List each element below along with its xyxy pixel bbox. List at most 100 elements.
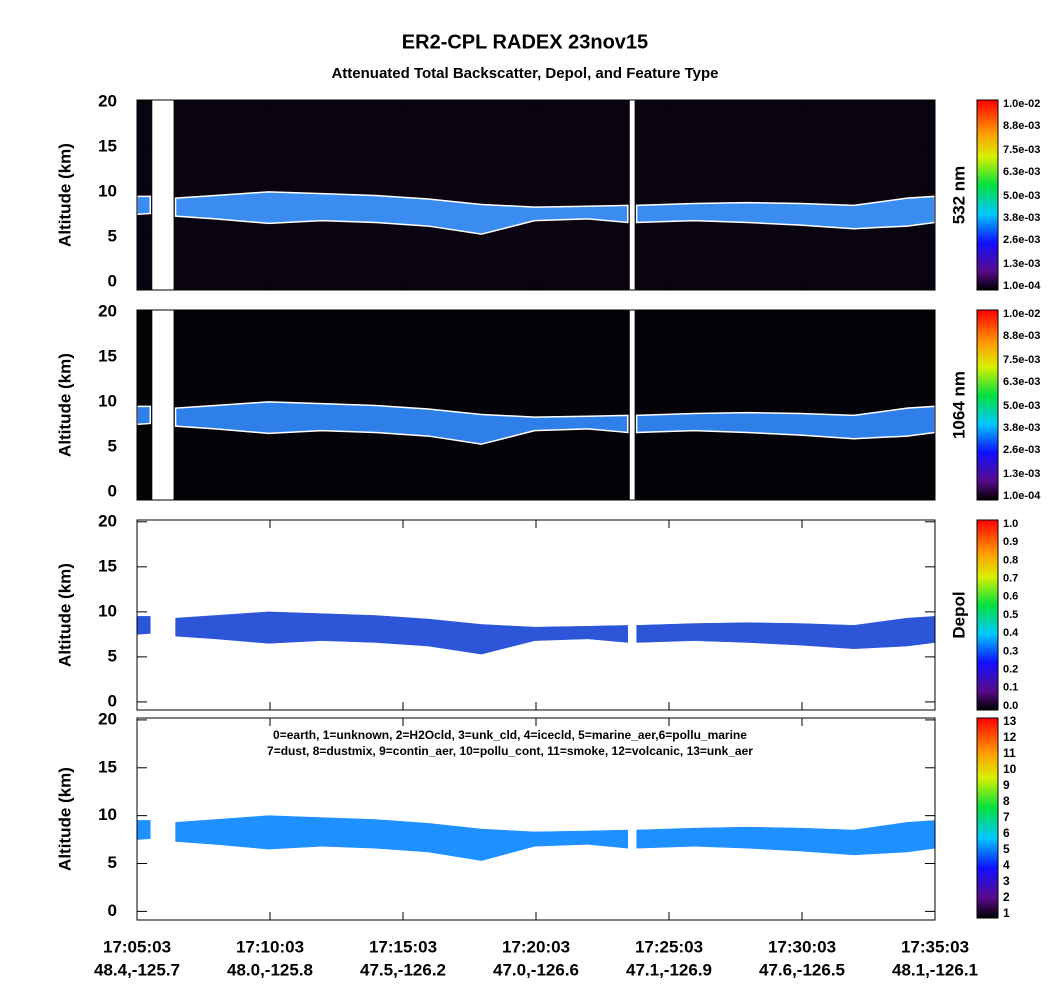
colorbar-tick-label: 11	[1003, 746, 1016, 760]
x-tick-label: 17:25:03	[635, 937, 703, 956]
y-tick-label: 0	[108, 481, 117, 500]
x-tick-label: 17:35:03	[901, 937, 969, 956]
y-axis-label: Altitude (km)	[55, 767, 74, 871]
y-tick-label: 0	[108, 901, 117, 920]
colorbar-tick-label: 2.6e-03	[1003, 234, 1040, 246]
cloud-layer	[175, 815, 629, 861]
y-tick-label: 20	[98, 709, 117, 728]
colorbar-tick-label: 0.6	[1003, 591, 1018, 603]
y-tick-label: 20	[98, 91, 117, 110]
colorbar-tick-label: 1.0e-02	[1003, 98, 1040, 110]
data-gap	[152, 310, 174, 500]
colorbar-tick-label: 5.0e-03	[1003, 400, 1040, 412]
side-label: 1064 nm	[949, 371, 968, 439]
y-tick-label: 5	[108, 226, 117, 245]
x-tick-location: 47.0,-126.6	[493, 960, 579, 979]
annotation: 0=earth, 1=unknown, 2=H2Ocld, 3=unk_cld,…	[273, 728, 747, 742]
data-gap	[152, 100, 174, 290]
chart-title: ER2-CPL RADEX 23nov15	[402, 31, 648, 53]
colorbar-tick-label: 5	[1003, 842, 1010, 856]
x-tick-location: 48.4,-125.7	[94, 960, 180, 979]
colorbar-tick-label: 13	[1003, 714, 1017, 728]
y-tick-label: 5	[108, 646, 117, 665]
colorbar	[976, 309, 999, 501]
colorbar-tick-label: 2.6e-03	[1003, 444, 1040, 456]
cloud-layer	[175, 611, 629, 655]
cloud-layer	[136, 616, 151, 635]
colorbar-tick-label: 0.1	[1003, 682, 1018, 694]
y-tick-label: 20	[98, 301, 117, 320]
colorbar-tick-label: 0.7	[1003, 573, 1018, 585]
y-tick-label: 15	[98, 136, 117, 155]
cloud-layer	[136, 405, 152, 426]
colorbar	[976, 519, 999, 711]
y-tick-label: 15	[98, 346, 117, 365]
colorbar-tick-label: 3	[1003, 874, 1010, 888]
colorbar-tick-label: 1.3e-03	[1003, 468, 1040, 480]
colorbar-tick-label: 1.0	[1003, 518, 1018, 530]
colorbar	[976, 717, 999, 919]
colorbar-tick-label: 3.8e-03	[1003, 212, 1040, 224]
data-gap	[629, 100, 635, 290]
colorbar-tick-label: 9	[1003, 778, 1010, 792]
colorbar-tick-label: 0.0	[1003, 700, 1018, 712]
colorbar-tick-label: 7.5e-03	[1003, 354, 1040, 366]
y-tick-label: 10	[98, 391, 117, 410]
data-gap	[629, 310, 635, 500]
y-tick-label: 0	[108, 271, 117, 290]
chart-subtitle: Attenuated Total Backscatter, Depol, and…	[331, 65, 718, 82]
side-label: 532 nm	[949, 166, 968, 225]
colorbar-tick-label: 0.4	[1003, 627, 1019, 639]
colorbar-tick-label: 1.0e-04	[1003, 490, 1041, 502]
colorbar-tick-label: 8.8e-03	[1003, 330, 1040, 342]
y-tick-label: 15	[98, 757, 117, 776]
cloud-layer	[174, 191, 629, 235]
cloud-layer	[136, 195, 152, 216]
colorbar-tick-label: 2	[1003, 890, 1010, 904]
y-tick-label: 10	[98, 805, 117, 824]
x-tick-label: 17:20:03	[502, 937, 570, 956]
colorbar-tick-label: 10	[1003, 762, 1017, 776]
colorbar-tick-label: 0.8	[1003, 554, 1018, 566]
colorbar-tick-label: 0.5	[1003, 609, 1018, 621]
colorbar-tick-label: 0.9	[1003, 536, 1018, 548]
y-tick-label: 15	[98, 556, 117, 575]
colorbar-tick-label: 1	[1003, 906, 1010, 920]
x-tick-location: 47.6,-126.5	[759, 960, 845, 979]
colorbar-tick-label: 5.0e-03	[1003, 190, 1040, 202]
annotation: 7=dust, 8=dustmix, 9=contin_aer, 10=poll…	[267, 744, 753, 758]
y-tick-label: 10	[98, 181, 117, 200]
x-tick-label: 17:15:03	[369, 937, 437, 956]
x-tick-label: 17:30:03	[768, 937, 836, 956]
y-tick-label: 20	[98, 511, 117, 530]
y-axis-label: Altitude (km)	[55, 563, 74, 667]
colorbar-tick-label: 8	[1003, 794, 1010, 808]
x-tick-location: 48.0,-125.8	[227, 960, 313, 979]
y-tick-label: 0	[108, 691, 117, 710]
x-tick-label: 17:05:03	[103, 937, 171, 956]
side-label: Depol	[949, 591, 968, 638]
colorbar-tick-label: 1.0e-02	[1003, 308, 1040, 320]
colorbar-tick-label: 1.3e-03	[1003, 258, 1040, 270]
colorbar-tick-label: 7.5e-03	[1003, 144, 1040, 156]
y-tick-label: 5	[108, 436, 117, 455]
colorbar-tick-label: 7	[1003, 810, 1010, 824]
x-tick-location: 47.1,-126.9	[626, 960, 712, 979]
colorbar-tick-label: 0.2	[1003, 664, 1018, 676]
colorbar-tick-label: 6	[1003, 826, 1010, 840]
x-tick-location: 47.5,-126.2	[360, 960, 446, 979]
x-tick-label: 17:10:03	[236, 937, 304, 956]
colorbar-tick-label: 6.3e-03	[1003, 376, 1040, 388]
x-tick-location: 48.1,-126.1	[892, 960, 978, 979]
y-tick-label: 10	[98, 601, 117, 620]
y-axis-label: Altitude (km)	[55, 353, 74, 457]
y-tick-label: 5	[108, 853, 117, 872]
colorbar-tick-label: 3.8e-03	[1003, 422, 1040, 434]
colorbar-tick-label: 0.3	[1003, 645, 1018, 657]
cloud-layer	[174, 401, 629, 445]
colorbar-tick-label: 6.3e-03	[1003, 166, 1040, 178]
colorbar	[976, 99, 999, 291]
cloud-layer	[136, 820, 151, 840]
y-axis-label: Altitude (km)	[55, 143, 74, 247]
